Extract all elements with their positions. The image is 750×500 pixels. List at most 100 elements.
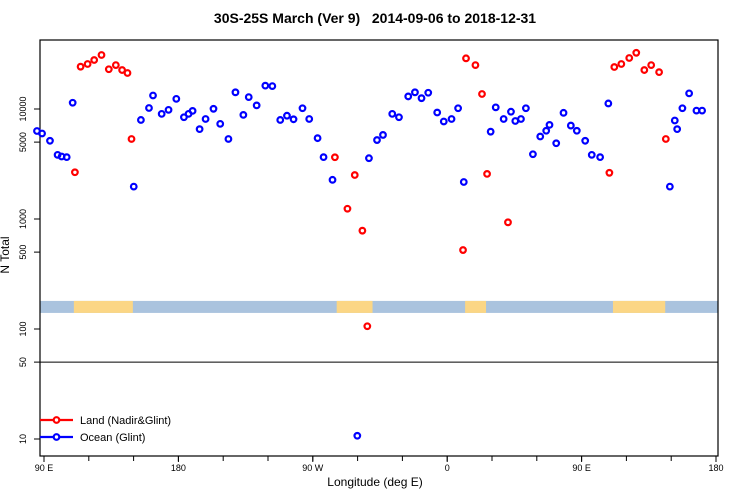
data-point: [201, 115, 210, 123]
data-point: [313, 134, 322, 143]
data-point: [596, 153, 605, 162]
data-point: [685, 89, 694, 98]
map-strip-land-segment: [336, 300, 373, 313]
data-point: [640, 66, 649, 74]
data-point: [439, 117, 448, 126]
data-point: [224, 135, 233, 143]
data-point: [319, 153, 328, 162]
data-point: [298, 104, 307, 113]
data-point: [118, 66, 127, 74]
data-point: [542, 126, 551, 135]
data-point: [504, 218, 512, 227]
data-point: [673, 125, 682, 134]
data-point: [289, 115, 298, 124]
data-point: [604, 99, 613, 108]
legend-marker-icon: [52, 416, 61, 424]
data-point: [499, 115, 508, 123]
data-point: [244, 93, 253, 101]
data-point: [97, 51, 106, 59]
y-tick-label: 100: [18, 321, 28, 336]
data-point: [76, 62, 85, 71]
y-axis-title: N Total: [0, 236, 12, 273]
legend: Land (Nadir&Glint) Ocean (Glint): [40, 415, 171, 444]
chart-title: 30S-25S March (Ver 9) 2014-09-06 to 2018…: [213, 10, 537, 26]
data-point: [129, 182, 138, 191]
y-tick-label: 10: [18, 434, 28, 444]
data-point: [358, 226, 367, 235]
data-point: [90, 56, 99, 64]
data-point: [545, 120, 554, 129]
data-point: [625, 54, 634, 62]
y-tick-label: 500: [18, 245, 28, 260]
data-point: [617, 60, 626, 68]
data-point: [123, 69, 132, 77]
data-point: [373, 136, 381, 144]
data-point: [343, 204, 352, 213]
data-point: [195, 125, 204, 134]
legend-label: Ocean (Glint): [80, 432, 145, 444]
data-point: [517, 115, 525, 123]
data-point: [46, 136, 54, 145]
x-tick-label: 90 E: [572, 463, 591, 473]
data-point: [127, 135, 136, 143]
data-point: [350, 171, 359, 179]
data-point: [459, 246, 467, 254]
data-point: [305, 115, 314, 123]
data-point: [239, 110, 248, 119]
map-strip-land-segment: [612, 300, 666, 313]
data-point: [552, 139, 561, 148]
data-point: [566, 121, 575, 130]
data-point: [404, 92, 413, 101]
map-strip-land-segment: [73, 300, 133, 313]
data-point: [417, 94, 426, 103]
data-point: [491, 103, 500, 112]
data-point: [670, 116, 679, 125]
data-point: [486, 127, 495, 136]
data-point: [536, 132, 545, 141]
data-point: [363, 322, 372, 331]
y-tick-label: 50: [18, 357, 28, 367]
plot-box: [39, 39, 719, 457]
data-point: [559, 108, 568, 117]
data-point: [411, 88, 419, 97]
data-point: [149, 91, 157, 100]
x-tick-label: 180: [171, 463, 186, 473]
legend-label: Land (Nadir&Glint): [80, 415, 171, 427]
data-point: [471, 61, 480, 69]
data-point: [283, 111, 291, 120]
x-tick-label: 0: [445, 463, 450, 473]
data-point: [610, 63, 619, 71]
data-point: [111, 61, 120, 69]
map-strip-ocean: [40, 300, 718, 313]
data-point: [521, 104, 530, 113]
data-point: [379, 131, 387, 139]
data-point: [68, 98, 77, 107]
data-point: [137, 116, 145, 124]
data-point: [459, 178, 468, 186]
data-point: [276, 116, 285, 124]
data-point: [462, 54, 470, 63]
series-land: [71, 48, 670, 331]
data-point: [388, 109, 397, 118]
data-point: [104, 65, 113, 74]
data-point: [698, 106, 707, 115]
data-point: [145, 104, 153, 112]
x-tick-label: 180: [708, 463, 723, 473]
data-point: [38, 129, 46, 138]
y-tick-label: 10000: [18, 96, 28, 121]
data-point: [655, 68, 664, 77]
data-point: [164, 105, 173, 114]
data-point: [331, 153, 339, 162]
data-point: [587, 150, 596, 159]
data-point: [216, 119, 225, 128]
data-point: [268, 82, 277, 91]
data-point: [433, 108, 442, 117]
data-point: [365, 154, 373, 163]
data-point: [632, 48, 641, 57]
data-point: [62, 153, 71, 162]
data-point: [188, 107, 197, 115]
data-point: [261, 81, 270, 90]
data-point: [454, 104, 463, 113]
